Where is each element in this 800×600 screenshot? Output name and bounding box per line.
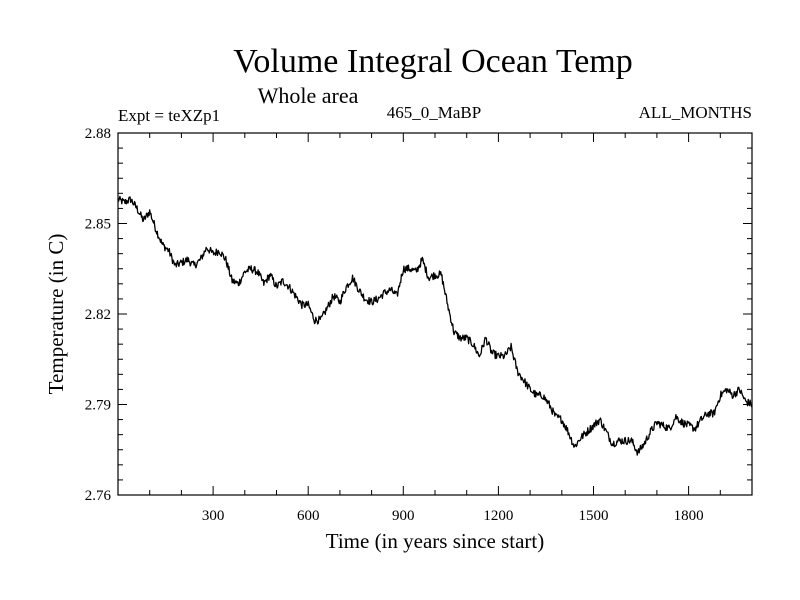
experiment-label: Expt = teXZp1 — [118, 106, 220, 125]
y-axis-label: Temperature (in C) — [44, 234, 68, 395]
x-tick-label: 900 — [392, 508, 415, 524]
y-tick-label: 2.76 — [85, 488, 112, 504]
chart-subtitle: Whole area — [258, 83, 359, 108]
y-tick-label: 2.88 — [85, 126, 111, 142]
plot-frame — [117, 132, 753, 496]
y-tick-label: 2.85 — [85, 217, 111, 233]
chart-title: Volume Integral Ocean Temp — [233, 43, 633, 80]
x-tick-label: 300 — [202, 508, 225, 524]
x-tick-label: 1800 — [674, 508, 704, 524]
months-label: ALL_MONTHS — [639, 103, 752, 122]
x-tick-label: 600 — [297, 508, 320, 524]
tick-marks — [118, 132, 752, 496]
y-tick-label: 2.79 — [85, 398, 111, 414]
x-axis-label: Time (in years since start) — [326, 529, 545, 553]
x-tick-label: 1200 — [483, 508, 513, 524]
y-tick-labels: 2.76 2.79 2.82 2.85 2.88 — [85, 126, 112, 504]
x-tick-labels: 300 600 900 1200 1500 1800 — [202, 508, 704, 524]
y-tick-label: 2.82 — [85, 307, 111, 323]
period-label: 465_0_MaBP — [387, 103, 481, 122]
series-line-temperature — [117, 195, 753, 456]
x-tick-label: 1500 — [579, 508, 609, 524]
